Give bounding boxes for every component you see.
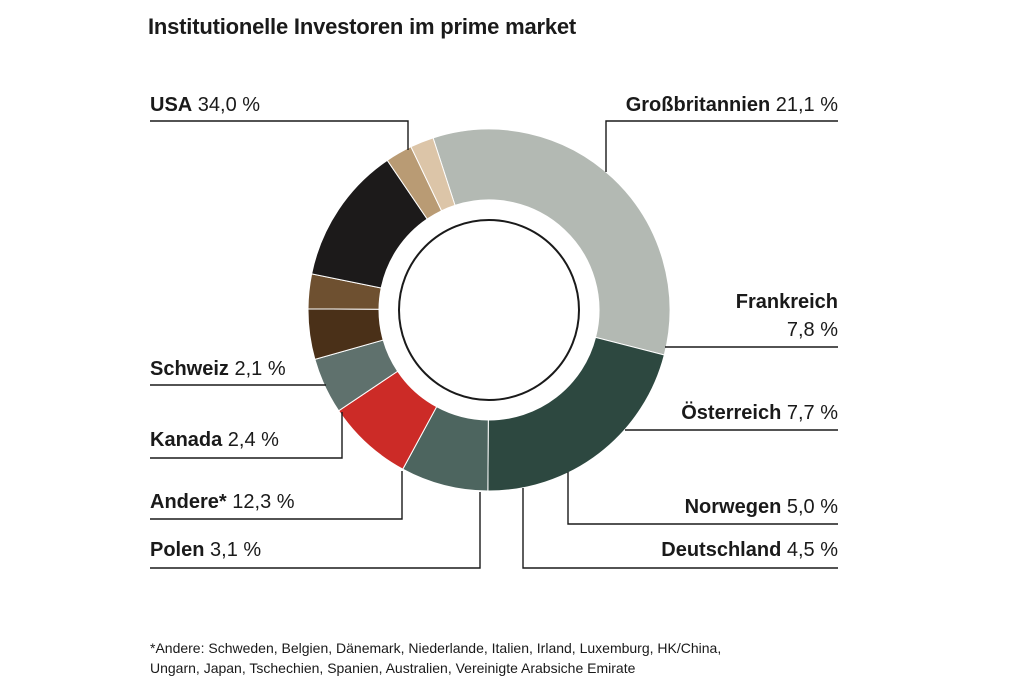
label-schweiz: Schweiz 2,1 % xyxy=(150,358,286,380)
label-polen: Polen 3,1 % xyxy=(150,539,261,561)
label-kanada: Kanada 2,4 % xyxy=(150,429,279,451)
slice-usa xyxy=(432,128,671,356)
label-oesterreich-value: 7,7 % xyxy=(781,402,838,424)
label-frankreich-name: Frankreich xyxy=(736,291,838,313)
label-oesterreich-name: Österreich xyxy=(681,401,781,424)
label-norwegen-value: 5,0 % xyxy=(781,496,838,518)
label-grossbritannien-name: Großbritannien xyxy=(626,94,770,116)
leader-line-deutschland xyxy=(522,488,838,569)
leader-line-norwegen xyxy=(567,472,838,525)
leader-line-polen xyxy=(150,492,481,569)
label-andere-name: Andere* xyxy=(150,491,227,513)
footnote-line-1: *Andere: Schweden, Belgien, Dänemark, Ni… xyxy=(150,640,722,656)
label-polen-name: Polen xyxy=(150,539,204,561)
label-norwegen-name: Norwegen xyxy=(685,496,782,518)
label-grossbritannien-value: 21,1 % xyxy=(770,94,838,116)
label-frankreich-value: 7,8 % xyxy=(787,319,838,341)
chart-title: Institutionelle Investoren im prime mark… xyxy=(148,14,577,39)
label-polen-value: 3,1 % xyxy=(204,539,261,561)
label-usa-name: USA xyxy=(150,94,192,116)
label-schweiz-name: Schweiz xyxy=(150,358,229,380)
slice-schweiz xyxy=(410,137,456,212)
label-grossbritannien: Großbritannien 21,1 % xyxy=(626,94,838,116)
leader-line-andere xyxy=(150,471,403,520)
label-usa: USA 34,0 % xyxy=(150,94,260,116)
label-kanada-value: 2,4 % xyxy=(222,429,279,451)
label-deutschland-value: 4,5 % xyxy=(781,539,838,561)
inner-ring xyxy=(398,219,580,401)
label-norwegen: Norwegen 5,0 % xyxy=(685,496,839,518)
label-oesterreich: Österreich 7,7 % xyxy=(681,401,838,424)
label-deutschland: Deutschland 4,5 % xyxy=(661,539,838,561)
footnote: *Andere: Schweden, Belgien, Dänemark, Ni… xyxy=(150,638,870,678)
label-andere-value: 12,3 % xyxy=(227,491,295,513)
leader-line-kanada xyxy=(150,412,343,459)
slice-grossbritannien xyxy=(487,336,665,492)
footnote-line-2: Ungarn, Japan, Tschechien, Spanien, Aust… xyxy=(150,660,636,676)
label-andere: Andere* 12,3 % xyxy=(150,491,295,513)
label-usa-value: 34,0 % xyxy=(192,94,260,116)
label-schweiz-value: 2,1 % xyxy=(229,358,286,380)
leader-line-usa xyxy=(150,120,409,150)
leader-line-grossbritannien xyxy=(605,120,838,172)
label-kanada-name: Kanada xyxy=(150,429,223,451)
label-deutschland-name: Deutschland xyxy=(661,539,781,561)
